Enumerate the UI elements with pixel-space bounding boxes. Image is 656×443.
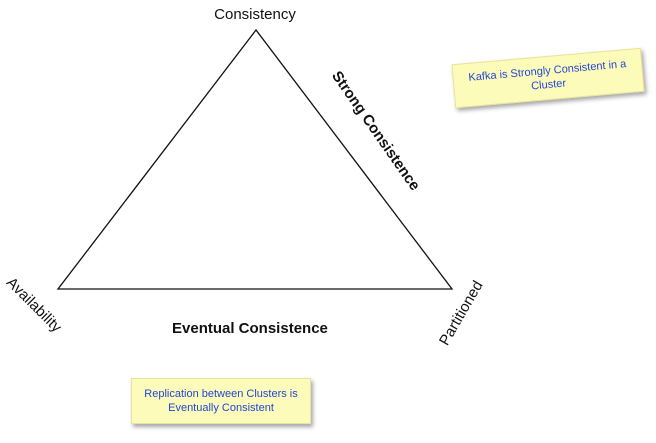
vertex-label-consistency: Consistency: [214, 6, 296, 23]
sticky-note-replication-text: Replication between Clusters is Eventual…: [144, 388, 298, 414]
cap-triangle: [56, 28, 454, 290]
sticky-note-kafka-text: Kafka is Strongly Consistent in a Cluste…: [467, 58, 627, 93]
sticky-note-replication: Replication between Clusters is Eventual…: [131, 378, 311, 424]
edge-label-eventual-consistence: Eventual Consistence: [172, 320, 328, 337]
